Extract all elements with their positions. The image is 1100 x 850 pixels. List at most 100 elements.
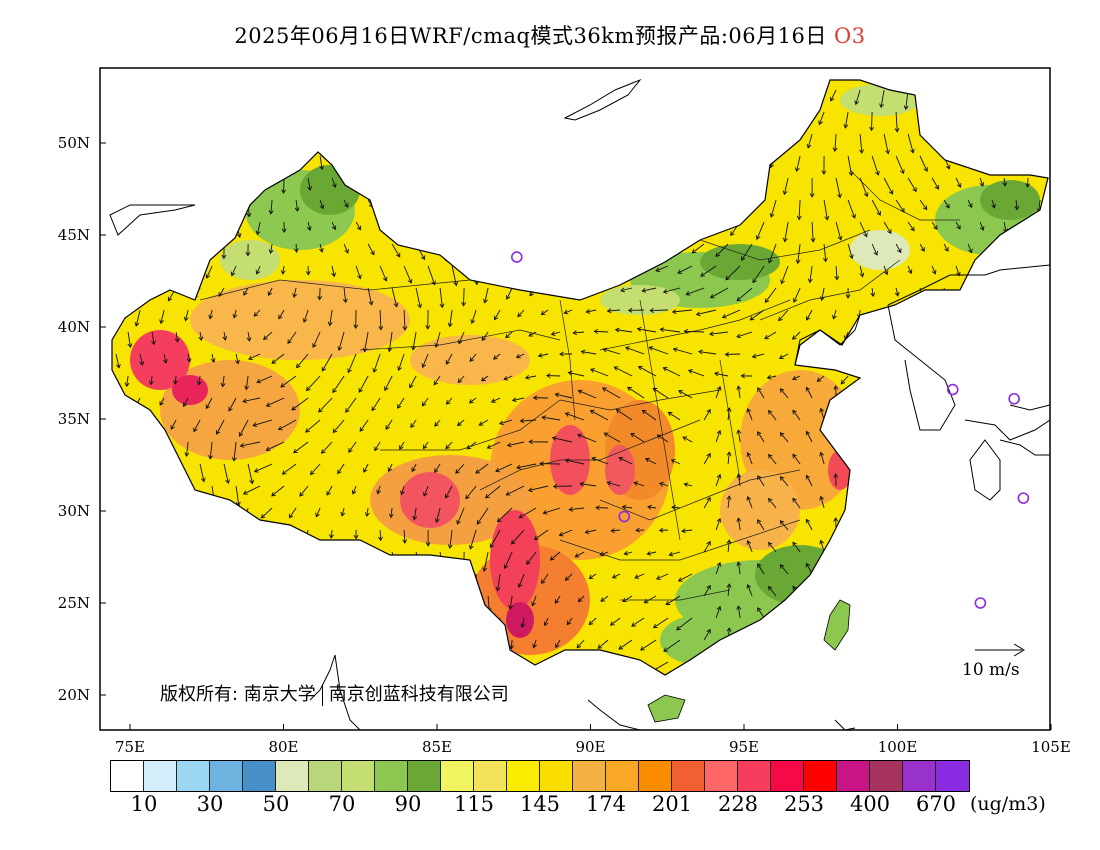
wind-vector	[299, 485, 309, 497]
colorbar-swatch	[738, 761, 771, 791]
wind-vector-head	[115, 363, 121, 369]
wind-vector-head	[791, 335, 797, 340]
wind-vector	[741, 243, 753, 261]
wind-vector-head	[395, 252, 401, 258]
wind-vector-head	[854, 100, 860, 106]
wind-vector	[415, 287, 421, 308]
wind-vector	[575, 551, 585, 558]
wind-vector	[307, 221, 311, 231]
title-text: 2025年06月16日WRF/cmaq模式36km预报产品:06月16日	[234, 24, 827, 48]
province-borders	[199, 169, 960, 601]
wind-vector	[696, 309, 717, 316]
wind-vector-head	[676, 625, 681, 631]
wind-vector	[503, 375, 513, 380]
wind-vector-head	[706, 452, 711, 458]
wind-vector-head	[681, 528, 686, 534]
wind-vector-head	[746, 584, 752, 589]
wind-reference-arrow	[975, 643, 1025, 657]
wind-vector	[483, 551, 489, 572]
wind-vector	[979, 221, 984, 231]
wind-vector	[205, 397, 213, 409]
wind-vector-head	[805, 518, 811, 524]
wind-vector	[412, 331, 417, 350]
wind-vector-head	[293, 448, 298, 454]
wind-vector-head	[778, 354, 784, 360]
wind-vector	[820, 452, 825, 465]
wind-vector-head	[402, 539, 408, 544]
wind-vector-head	[230, 271, 236, 277]
wind-vector-head	[822, 257, 828, 263]
wind-vector-head	[648, 346, 654, 351]
lon-label: 90E	[575, 738, 605, 756]
wind-vector	[907, 265, 912, 274]
wind-vector-head	[480, 376, 486, 382]
copyright-notice: 版权所有: 南京大学 南京创蓝科技有限公司	[160, 680, 509, 706]
wind-vector	[518, 573, 525, 588]
wind-vector	[756, 221, 765, 240]
wind-vector	[307, 177, 311, 191]
wind-vector-head	[576, 643, 582, 649]
wind-vector	[175, 331, 179, 342]
wind-vector-head	[332, 428, 338, 434]
wind-vector	[847, 199, 856, 219]
wind-vector-head	[357, 274, 362, 280]
colorbar-swatch	[573, 761, 606, 791]
wind-vector	[817, 375, 825, 382]
wind-vector-head	[806, 143, 812, 149]
wind-vector-head	[805, 474, 811, 480]
wind-vector	[578, 390, 597, 399]
wind-vector	[516, 353, 525, 358]
wind-vector-head	[764, 298, 770, 304]
wind-vector-head	[736, 473, 742, 478]
wind-vector-head	[493, 315, 499, 321]
wind-vector-head	[292, 293, 298, 298]
wind-vector	[390, 507, 393, 518]
wind-vector	[359, 419, 369, 432]
wind-vector	[295, 199, 298, 212]
colorbar-swatch	[144, 761, 177, 791]
wind-vector-head	[589, 409, 595, 415]
wind-vector-head	[252, 422, 258, 427]
wind-vector	[747, 408, 753, 421]
wind-vector-head	[588, 620, 594, 626]
wind-vector	[451, 265, 457, 286]
wind-vector	[979, 177, 984, 187]
wind-vector-head	[755, 235, 761, 240]
wind-vector	[367, 243, 375, 255]
wind-vector-head	[208, 455, 213, 460]
wind-vector-head	[529, 291, 534, 297]
wind-vector-head	[614, 327, 620, 333]
wind-vector	[271, 353, 285, 364]
wind-vector	[834, 133, 837, 152]
wind-vector-head	[859, 149, 865, 154]
wind-vector-head	[564, 412, 570, 417]
wind-vector	[727, 540, 730, 553]
wind-vector-head	[167, 296, 173, 302]
wind-vector	[757, 475, 765, 487]
wind-vector-head	[805, 430, 811, 436]
wind-vector	[631, 617, 645, 627]
wind-vector-head	[709, 331, 714, 337]
wind-vector	[678, 573, 693, 582]
wind-vector-head	[920, 247, 925, 252]
wind-vector	[855, 89, 861, 105]
wind-vector-head	[900, 208, 905, 213]
wind-vector-head	[792, 541, 797, 547]
wind-vector-head	[559, 351, 564, 357]
wind-vector	[233, 309, 237, 318]
wind-vector	[423, 441, 429, 449]
wind-vector	[625, 347, 645, 355]
wind-vector-head	[533, 535, 539, 540]
wind-vector	[403, 529, 406, 544]
wind-vector	[653, 617, 669, 629]
colorbar-swatch	[177, 761, 210, 791]
wind-vector	[542, 416, 561, 421]
wind-vector-head	[376, 489, 381, 495]
wind-vector-head	[503, 564, 509, 570]
wind-vector	[660, 328, 681, 333]
wind-vector	[552, 437, 573, 443]
wind-vector	[655, 265, 669, 272]
wind-vector	[750, 309, 765, 321]
wind-vector-head	[242, 490, 248, 495]
wind-vector-head	[410, 423, 415, 428]
